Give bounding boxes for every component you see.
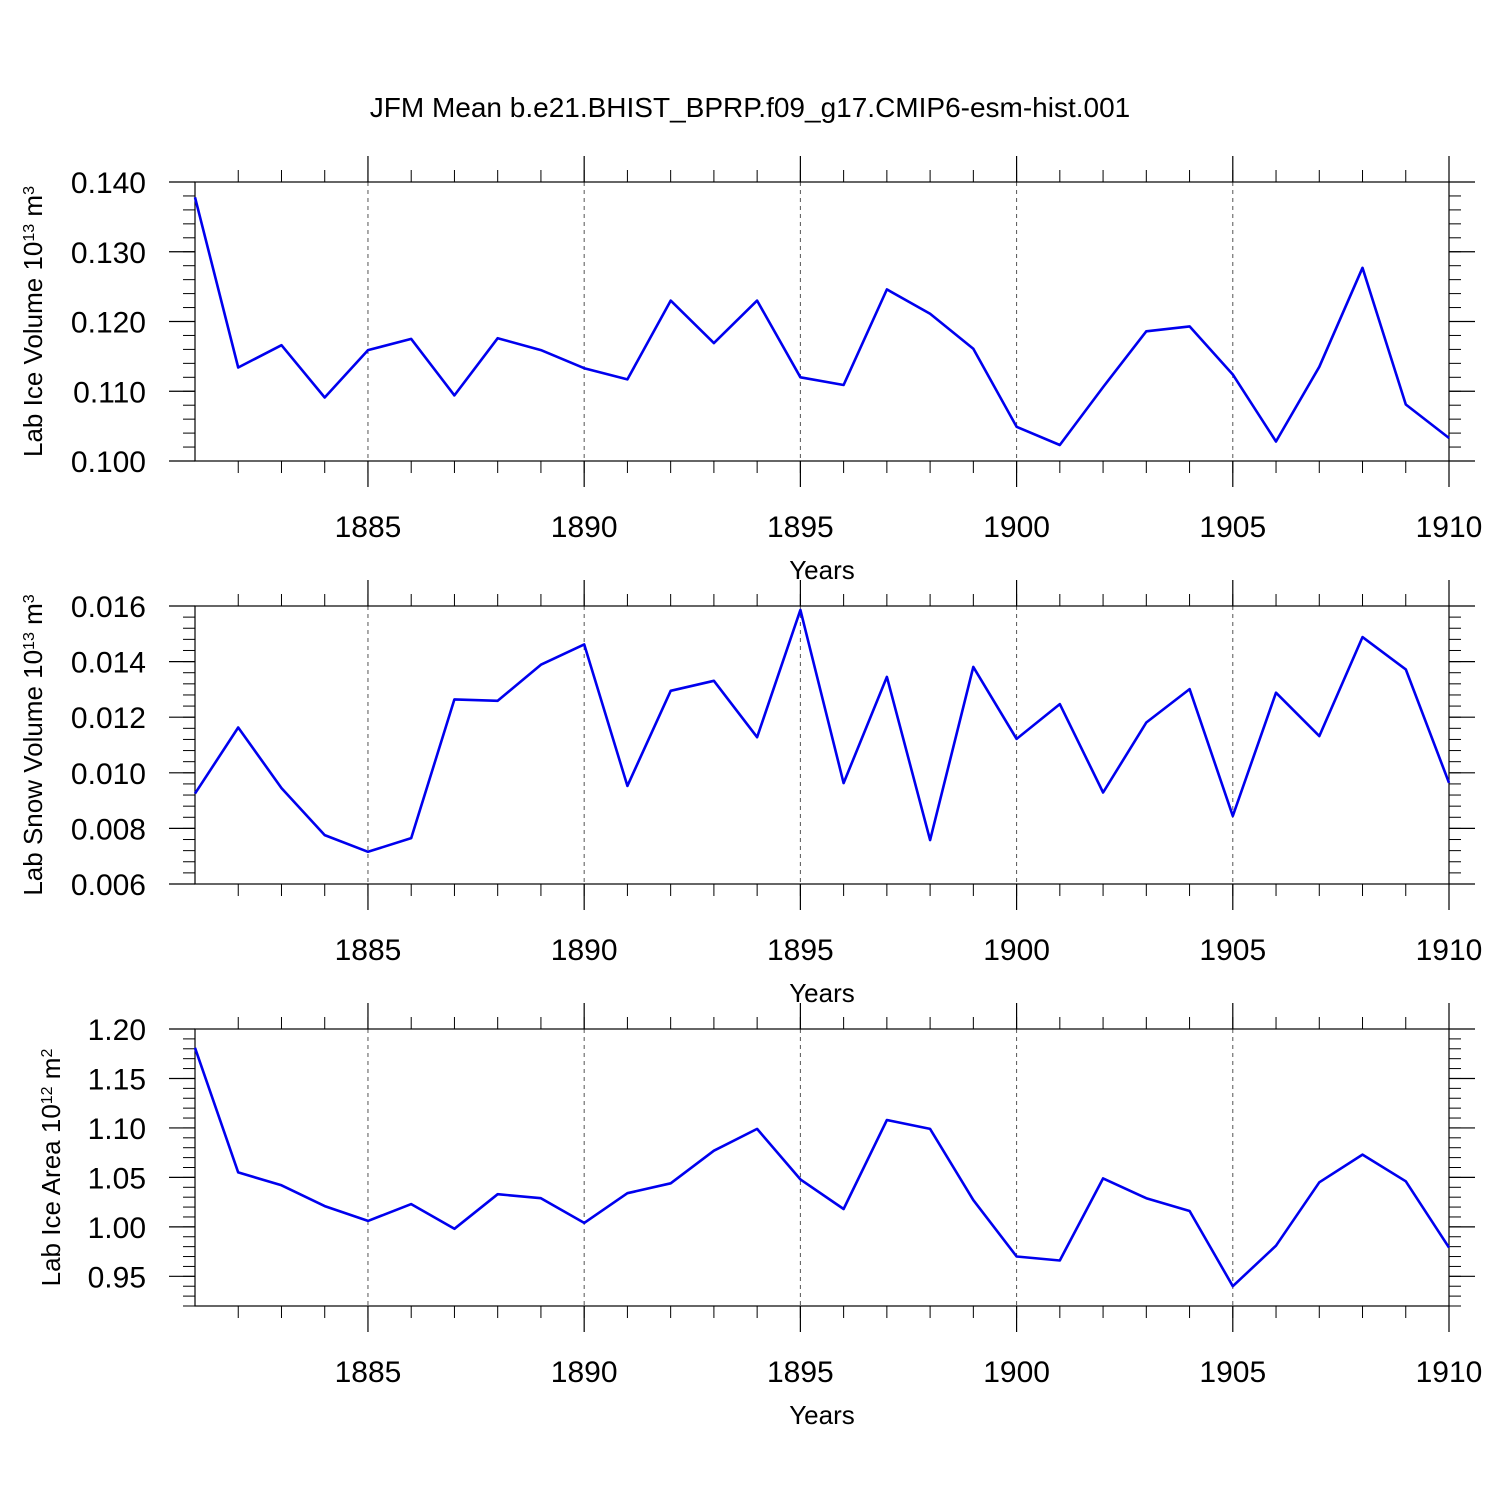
x-tick-label: 1885 [335,1356,402,1389]
series-line [193,608,1451,854]
y-tick-label: 1.00 [88,1212,146,1245]
y-tick-label: 1.05 [88,1162,146,1195]
y-tick-label: 0.130 [71,237,146,270]
x-axis-label: Years [789,978,855,1008]
y-axis-label-unit-exponent: 3 [21,594,38,603]
y-axis-label-unit: m [18,603,48,632]
y-tick-label: 0.95 [88,1261,146,1294]
x-axis-label: Years [789,1400,855,1430]
y-axis-label-exponent: 12 [39,1086,56,1104]
panel-1: 0.100 0.110 0.120 0.130 0.140 1885 1890 1895 190… [18,156,1482,585]
y-tick-label: 1.15 [88,1063,146,1096]
x-tick-label: 1890 [551,1356,618,1389]
y-axis-label: Lab Ice Volume 1013 m3 [18,186,48,457]
y-tick-label: 0.008 [71,813,146,846]
series-line [193,1047,1451,1288]
x-tick-label: 1885 [335,934,402,967]
x-tick-label: 1905 [1199,934,1266,967]
y-tick-label: 0.016 [71,591,146,624]
y-axis-label-main: Lab Snow Volume 10 [18,650,48,896]
plot-frame [194,605,1450,885]
x-axis-label: Years [789,555,855,585]
x-tick-label: 1895 [767,511,834,544]
y-tick-label: 0.012 [71,702,146,735]
y-axis-label: Lab Ice Area 1012 m2 [36,1049,66,1287]
y-tick-label: 0.120 [71,307,146,340]
x-tick-label: 1905 [1199,511,1266,544]
y-axis-label-exponent: 13 [21,632,38,650]
chart-title: JFM Mean b.e21.BHIST_BPRP.f09_g17.CMIP6-… [369,92,1131,123]
x-tick-label: 1910 [1416,1356,1483,1389]
y-tick-label: 0.140 [71,167,146,200]
x-tick-label: 1890 [551,934,618,967]
x-tick-label: 1905 [1199,1356,1266,1389]
x-tick-label: 1890 [551,511,618,544]
panel-2: 0.006 0.008 0.010 0.012 0.014 0.016 1885 1890 18… [18,580,1482,1008]
x-tick-label: 1895 [767,1356,834,1389]
y-tick-label: 0.006 [71,869,146,902]
y-tick-label: 0.010 [71,758,146,791]
y-axis-label-unit: m [18,195,48,224]
panel-3: 0.95 1.00 1.05 1.10 1.15 1.20 1885 1890 1895 1900… [36,1003,1482,1430]
y-axis-label: Lab Snow Volume 1013 m3 [18,594,48,895]
x-tick-label: 1895 [767,934,834,967]
y-axis-label-unit-exponent: 3 [21,186,38,195]
y-tick-label: 1.10 [88,1113,146,1146]
y-tick-label: 0.110 [73,376,146,409]
y-axis-label-unit-exponent: 2 [39,1049,56,1058]
y-tick-label: 0.014 [71,647,146,680]
y-tick-label: 0.100 [71,446,146,479]
y-axis-label-main: Lab Ice Area 10 [36,1104,66,1286]
x-tick-label: 1885 [335,511,402,544]
y-axis-label-unit: m [36,1058,66,1087]
y-tick-label: 1.20 [88,1014,146,1047]
x-tick-label: 1910 [1416,934,1483,967]
y-axis-label-main: Lab Ice Volume 10 [18,242,48,457]
plot-frame [194,1028,1450,1307]
x-tick-label: 1900 [983,511,1050,544]
x-tick-label: 1900 [983,934,1050,967]
x-tick-label: 1900 [983,1356,1050,1389]
series-line [193,196,1450,447]
y-axis-label-exponent: 13 [21,224,38,242]
x-tick-label: 1910 [1416,511,1483,544]
